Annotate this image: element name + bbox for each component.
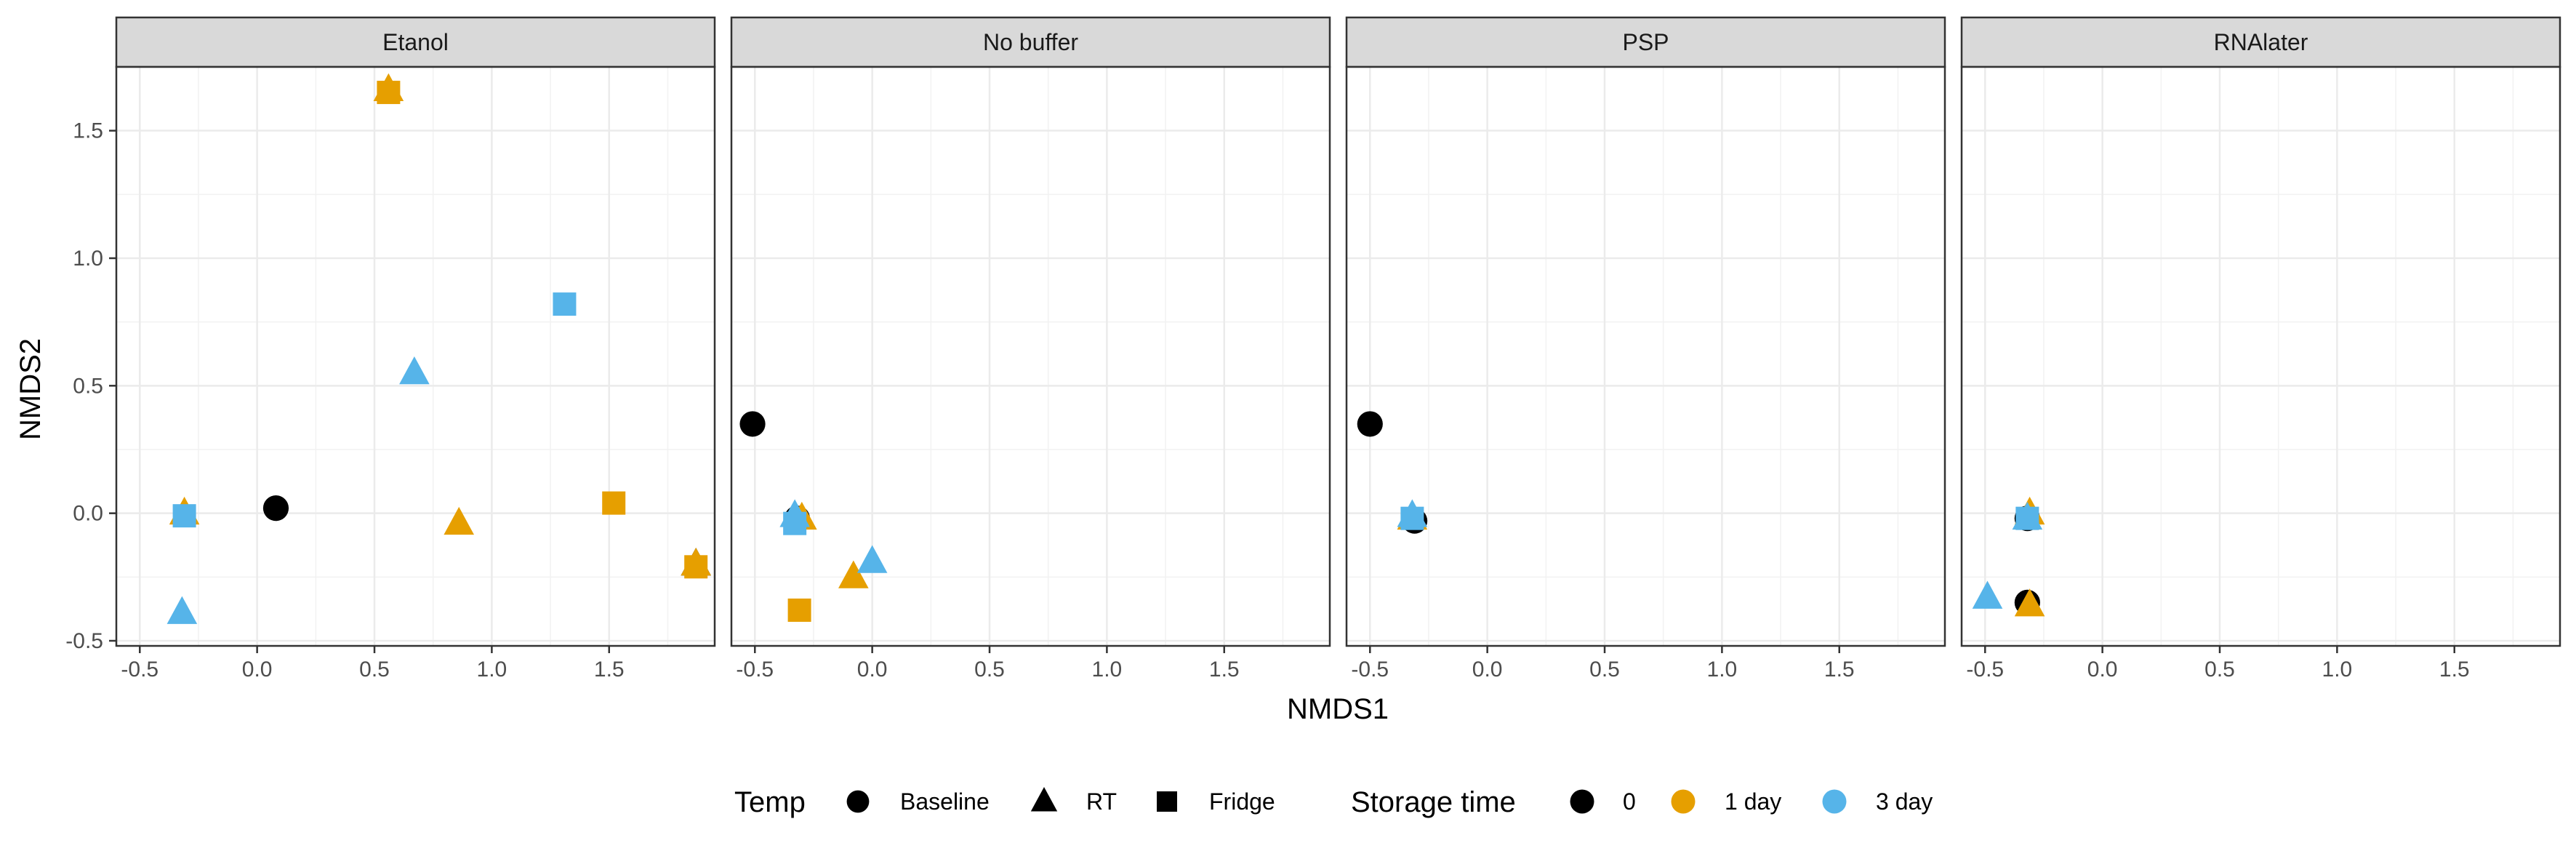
data-points [166,73,711,624]
data-points [1972,496,2045,617]
x-tick-label: 0.0 [2087,658,2118,682]
data-point [377,81,401,105]
plot-area [731,67,1330,646]
x-tick-label: -0.5 [1966,658,2004,682]
panel-border [730,65,1331,647]
data-point [166,596,198,624]
data-point [2015,506,2039,530]
x-tick-label: 0.5 [2204,658,2235,682]
data-point [1972,580,2003,609]
data-point [684,555,708,579]
data-points [1357,411,1428,534]
data-point [444,506,475,535]
x-tick-label: 1.5 [594,658,625,682]
legend-label: 0 [1623,788,1636,815]
legend-label: Baseline [900,788,990,815]
legend-title-storage-time: Storage time [1351,786,1516,818]
x-tick-label: 1.5 [2439,658,2470,682]
x-tick-label: 1.0 [1092,658,1123,682]
x-axis-title: NMDS1 [1287,693,1389,725]
legend-label: 3 day [1876,788,1933,815]
facet-strip-label: No buffer [983,29,1078,55]
data-point [262,495,289,522]
legend-key-color [1570,789,1594,814]
legend-label: 1 day [1725,788,1781,815]
legend-key-triangle [1030,787,1058,812]
data-point [838,560,869,588]
panel-border [1345,65,1946,647]
x-tick-label: 1.5 [1209,658,1240,682]
data-point [856,545,888,573]
y-tick-label: 0.5 [73,374,103,398]
x-tick-label: 0.0 [857,658,888,682]
x-tick-label: 0.0 [242,658,273,682]
data-point [1400,506,1424,530]
facet-panel: No buffer -0.5 0.0 0.5 1.0 1.5 [730,16,1331,682]
legend-key-color [1822,789,1847,814]
y-tick-label: 0.0 [73,502,103,526]
gridlines [116,67,715,646]
data-point [602,491,626,515]
legend-label: RT [1086,788,1117,815]
facet-strip [115,16,716,68]
data-points [739,411,888,622]
panel-border [115,65,716,647]
x-tick-label: 0.5 [359,658,390,682]
plot-area [116,67,715,646]
facet-strip-label: RNAlater [2214,29,2308,55]
gridlines [1347,67,1945,646]
panel-border [1960,65,2561,647]
legend-label: Fridge [1209,788,1275,815]
y-axis-title: NMDS2 [15,338,47,440]
data-point [787,598,811,622]
x-tick-label: -0.5 [121,658,159,682]
y-tick-label: -0.5 [65,629,103,653]
y-tick-label: 1.5 [73,119,103,143]
x-tick-label: 1.0 [1707,658,1738,682]
x-tick-label: -0.5 [736,658,774,682]
x-tick-label: 1.5 [1824,658,1855,682]
facet-strip-label: Etanol [382,29,449,55]
facet-strip [1960,16,2561,68]
x-tick-label: -0.5 [1351,658,1389,682]
data-point [2014,588,2045,617]
legend-title-temp: Temp [734,786,806,818]
plot-area [1347,67,1945,646]
data-point [783,511,807,535]
facet-panel: PSP -0.5 0.0 0.5 1.0 1.5 [1345,16,1946,682]
data-point [172,504,196,528]
gridlines [1962,67,2560,646]
legend-key-circle [846,790,870,813]
x-tick-label: 1.0 [477,658,507,682]
x-tick-label: 0.5 [974,658,1005,682]
legend-key-square [1157,791,1177,812]
facet-panel: RNAlater -0.5 0.0 0.5 1.0 1.5 [1960,16,2561,682]
data-point [399,356,430,385]
legend: Temp Baseline RT Fridge Storage time 0 1 day 3 … [734,786,1933,818]
data-point [739,411,766,437]
plot-area [1962,67,2560,646]
gridlines [731,67,1330,646]
x-tick-label: 1.0 [2322,658,2353,682]
facet-strip [730,16,1331,68]
x-tick-label: 0.5 [1589,658,1620,682]
facet-strip-label: PSP [1622,29,1669,55]
y-tick-label: 1.0 [73,247,103,271]
x-tick-label: 0.0 [1472,658,1503,682]
data-point [553,292,577,316]
facet-panel: Etanol -0.5 0.0 0.5 1.0 1.5 -0.5 0.0 0.5 1.0 1.5 [65,16,716,682]
data-point [1357,411,1383,437]
legend-key-color [1671,789,1696,814]
